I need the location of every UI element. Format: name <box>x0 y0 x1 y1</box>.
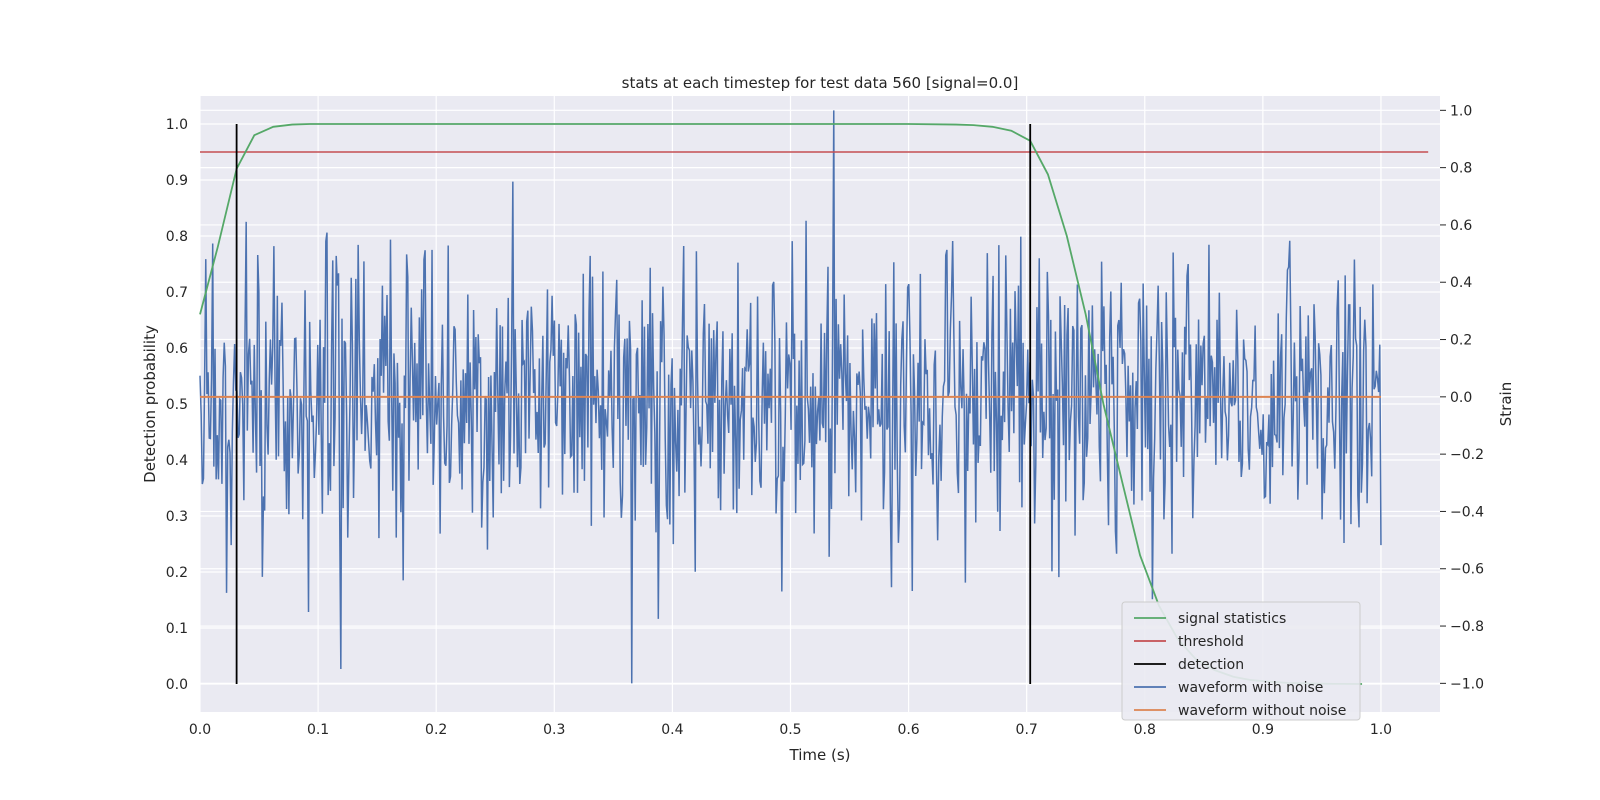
y-tick-label: 0.7 <box>166 285 188 301</box>
chart-marks <box>199 110 1429 685</box>
legend-label: waveform with noise <box>1178 680 1323 696</box>
x-tick-label: 0.5 <box>779 722 801 738</box>
y2-tick-label: 1.0 <box>1450 103 1472 119</box>
x-tick-label: 0.1 <box>307 722 329 738</box>
x-tick-label: 0.8 <box>1134 722 1156 738</box>
x-tick-label: 0.2 <box>425 722 447 738</box>
x-tick-label: 0.9 <box>1252 722 1274 738</box>
legend: signal statistics threshold detection wavef… <box>1121 601 1361 721</box>
y-axis-label: Detection probability <box>141 325 159 483</box>
y2-tick-label: 0.2 <box>1450 333 1472 349</box>
y2-tick-label: −0.8 <box>1450 619 1484 635</box>
y2-tick-label: 0.6 <box>1450 218 1472 234</box>
y-tick-label: 0.0 <box>166 677 188 693</box>
y-tick-label: 0.1 <box>166 621 188 637</box>
legend-label: waveform without noise <box>1178 703 1346 719</box>
y-tick-label: 0.3 <box>166 509 188 525</box>
x-axis-label: Time (s) <box>789 746 851 764</box>
y2-tick-label: 0.0 <box>1450 390 1472 406</box>
y2-tick-label: −0.2 <box>1450 447 1484 463</box>
y-tick-label: 1.0 <box>166 117 188 133</box>
y-tick-label: 0.6 <box>166 341 188 357</box>
x-tick-label: 0.6 <box>897 722 919 738</box>
chart-title: stats at each timestep for test data 560… <box>622 74 1019 92</box>
x-tick-label: 0.4 <box>661 722 683 738</box>
y2-tick-label: 0.8 <box>1450 161 1472 177</box>
y2-tick-label: −0.4 <box>1450 504 1484 520</box>
legend-label: signal statistics <box>1178 611 1286 627</box>
legend-label: detection <box>1178 657 1244 673</box>
tick-labels: 0.0 0.1 0.2 0.3 0.4 0.5 0.6 0.7 0.8 0.9 1.0 0.0 0.1 0… <box>166 103 1484 738</box>
y-tick-label: 0.5 <box>166 397 188 413</box>
y-tick-label: 0.9 <box>166 173 188 189</box>
x-tick-label: 0.3 <box>543 722 565 738</box>
x-tick-label: 0.7 <box>1016 722 1038 738</box>
y2-tick-label: 0.4 <box>1450 275 1472 291</box>
legend-box <box>1121 601 1361 721</box>
y-tick-label: 0.2 <box>166 565 188 581</box>
y2-axis-label: Strain <box>1497 382 1515 426</box>
y2-tick-label: −1.0 <box>1450 676 1484 692</box>
legend-label: threshold <box>1178 634 1244 650</box>
y2-tick-label: −0.6 <box>1450 562 1484 578</box>
x-tick-label: 0.0 <box>189 722 211 738</box>
y-tick-label: 0.4 <box>166 453 188 469</box>
y-tick-label: 0.8 <box>166 229 188 245</box>
x-tick-label: 1.0 <box>1370 722 1392 738</box>
